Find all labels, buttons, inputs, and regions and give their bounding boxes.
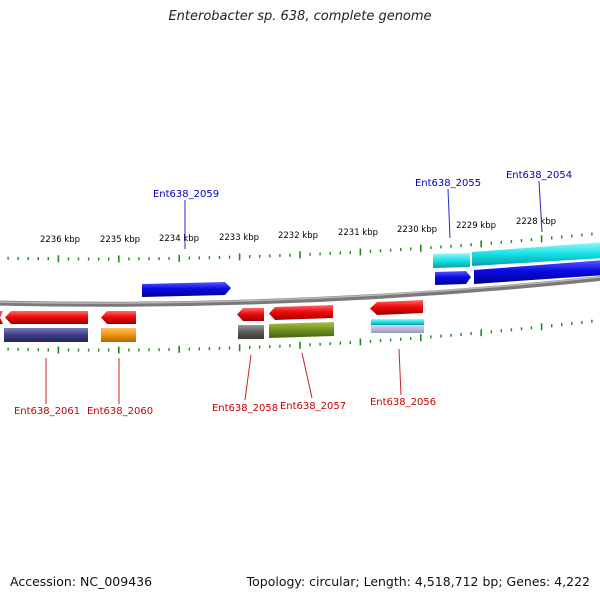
feature-cyan-2054[interactable] bbox=[472, 242, 600, 266]
label-ent638-2058[interactable]: Ent638_2058 bbox=[212, 403, 278, 414]
scale-label-2235: 2235 kbp bbox=[100, 235, 140, 245]
genome-backbone-highlight bbox=[0, 276, 600, 304]
label-ent638-2054[interactable]: Ent638_2054 bbox=[506, 170, 572, 181]
gene-ent638-2060[interactable] bbox=[101, 311, 136, 324]
leader-ent638-2058 bbox=[244, 354, 252, 401]
label-ent638-2061[interactable]: Ent638_2061 bbox=[14, 406, 80, 417]
scale-label-2232: 2232 kbp bbox=[278, 231, 318, 241]
scale-label-2231: 2231 kbp bbox=[338, 228, 378, 238]
feature-cyan-2055[interactable] bbox=[433, 253, 470, 268]
gene-ent638-2054[interactable] bbox=[474, 260, 600, 284]
lower-tick-track bbox=[7, 319, 593, 354]
leader-lines bbox=[45, 180, 543, 404]
scale-labels: 2236 kbp 2235 kbp 2234 kbp 2233 kbp 2232… bbox=[40, 217, 556, 245]
leader-ent638-2057 bbox=[301, 352, 313, 399]
scale-label-2230: 2230 kbp bbox=[397, 225, 437, 235]
scale-label-2229: 2229 kbp bbox=[456, 221, 496, 231]
genome-stats-text: Topology: circular; Length: 4,518,712 bp… bbox=[246, 574, 590, 589]
upper-tick-track bbox=[7, 232, 593, 263]
genome-backbone bbox=[0, 275, 600, 307]
reverse-strand bbox=[0, 300, 424, 342]
gene-ent638-2061-left[interactable] bbox=[0, 311, 3, 324]
feature-cyan-2056[interactable] bbox=[371, 319, 424, 325]
gene-ent638-2058[interactable] bbox=[237, 308, 264, 321]
gene-ent638-2057[interactable] bbox=[269, 305, 333, 320]
scale-label-2234: 2234 kbp bbox=[159, 234, 199, 244]
forward-strand bbox=[142, 242, 600, 297]
leader-ent638-2056 bbox=[398, 348, 402, 396]
scale-label-2228: 2228 kbp bbox=[516, 217, 556, 227]
scale-label-2236: 2236 kbp bbox=[40, 235, 80, 245]
label-ent638-2056[interactable]: Ent638_2056 bbox=[370, 397, 436, 408]
gene-ent638-2059[interactable] bbox=[142, 282, 231, 297]
gene-ent638-2056[interactable] bbox=[370, 300, 423, 315]
feature-olive-2057[interactable] bbox=[269, 322, 334, 338]
gene-labels: Ent638_2059 Ent638_2055 Ent638_2054 Ent6… bbox=[14, 170, 572, 417]
label-ent638-2059[interactable]: Ent638_2059 bbox=[153, 189, 219, 200]
map-title: Enterobacter sp. 638, complete genome bbox=[168, 9, 432, 24]
feature-orange-2060[interactable] bbox=[101, 328, 136, 342]
label-ent638-2060[interactable]: Ent638_2060 bbox=[87, 406, 153, 417]
label-ent638-2055[interactable]: Ent638_2055 bbox=[415, 178, 481, 189]
feature-navy-2061[interactable] bbox=[4, 328, 88, 342]
feature-grey-2058[interactable] bbox=[238, 325, 264, 339]
leader-ent638-2054 bbox=[538, 180, 543, 233]
accession-text: Accession: NC_009436 bbox=[10, 574, 153, 589]
scale-label-2233: 2233 kbp bbox=[219, 233, 259, 243]
feature-lavender-2056[interactable] bbox=[371, 325, 424, 333]
label-ent638-2057[interactable]: Ent638_2057 bbox=[280, 401, 346, 412]
gene-ent638-2061[interactable] bbox=[5, 311, 88, 324]
gene-ent638-2055[interactable] bbox=[435, 271, 471, 285]
leader-ent638-2055 bbox=[447, 188, 451, 239]
